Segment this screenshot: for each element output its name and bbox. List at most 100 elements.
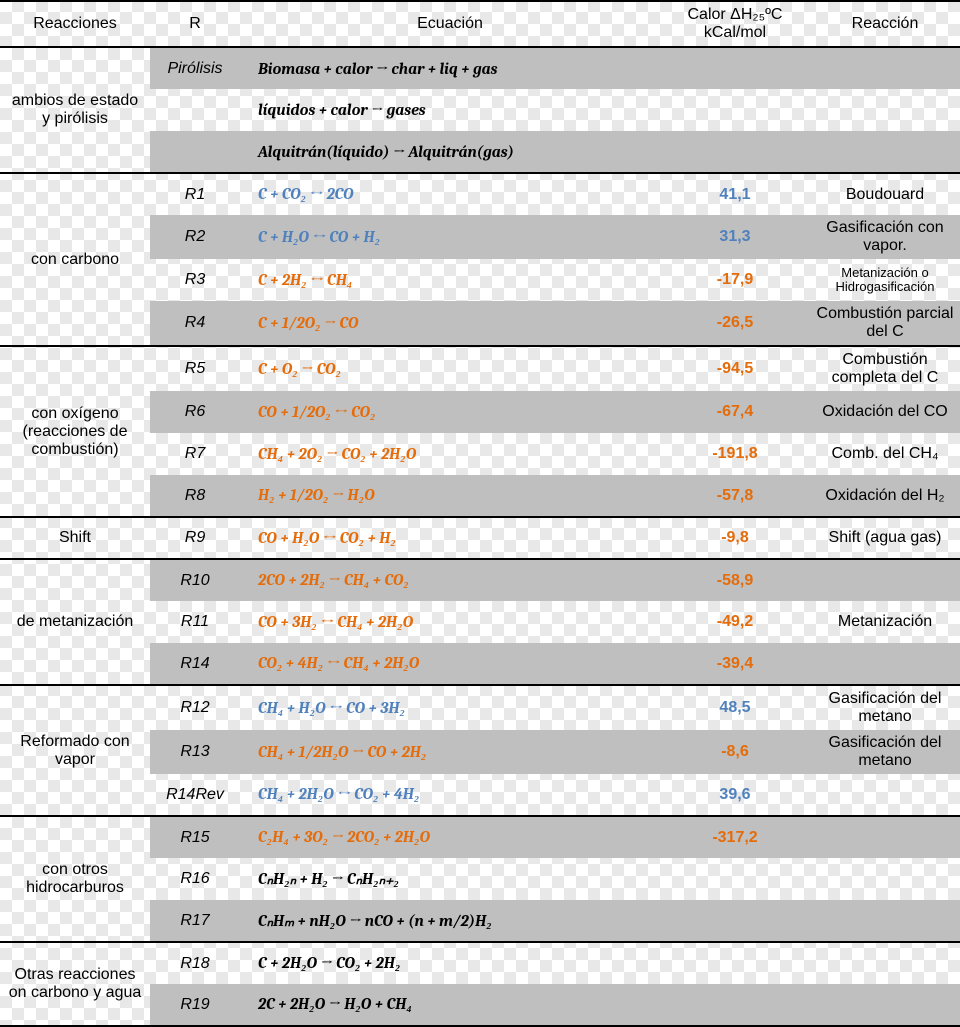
reaction-id: R2 <box>150 215 240 259</box>
col-reaccion: Reacción <box>810 1 960 47</box>
group-title: con otros hidrocarburos <box>0 816 150 942</box>
group-title: Reformado con vapor <box>0 685 150 816</box>
group-title: Shift <box>0 517 150 559</box>
heat-value: -39,4 <box>660 643 810 685</box>
reaction-name: Boudouard <box>810 173 960 215</box>
reaction-name: Gasificación con vapor. <box>810 215 960 259</box>
col-ecuacion: Ecuación <box>240 1 660 47</box>
equation: CO₂ + 4H₂ ↔ CH₄ + 2H₂O <box>240 643 660 685</box>
reaction-name <box>810 816 960 858</box>
table-row: con oxígeno (reacciones de combustión)R5… <box>0 346 960 391</box>
group-title: ambios de estado y pirólisis <box>0 47 150 173</box>
reaction-id: R19 <box>150 984 240 1026</box>
heat-value <box>660 858 810 900</box>
reaction-id: R16 <box>150 858 240 900</box>
reaction-id: R6 <box>150 391 240 433</box>
reaction-name: Combustión completa del C <box>810 346 960 391</box>
reaction-id: R14Rev <box>150 774 240 816</box>
reaction-id: R8 <box>150 475 240 517</box>
equation: 2CO + 2H₂ → CH₄ + CO₂ <box>240 559 660 601</box>
reaction-id: R14 <box>150 643 240 685</box>
reaction-id: R10 <box>150 559 240 601</box>
heat-value <box>660 131 810 173</box>
reaction-name: Oxidación del H₂ <box>810 475 960 517</box>
table-body: ambios de estado y pirólisisPirólisisBio… <box>0 47 960 1026</box>
reaction-id <box>150 89 240 131</box>
heat-value: 39,6 <box>660 774 810 816</box>
reaction-id <box>150 131 240 173</box>
reaction-name: Oxidación del CO <box>810 391 960 433</box>
reaction-id: R9 <box>150 517 240 559</box>
reaction-name: Gasificación del metano <box>810 730 960 774</box>
table-row: ShiftR9CO + H₂O ↔ CO₂ + H₂-9,8Shift (agu… <box>0 517 960 559</box>
equation: CO + 3H₂ ↔ CH₄ + 2H₂O <box>240 601 660 643</box>
heat-value <box>660 89 810 131</box>
reaction-id: R15 <box>150 816 240 858</box>
equation: C + 2H₂ ↔ CH₄ <box>240 259 660 301</box>
heat-value: -94,5 <box>660 346 810 391</box>
reaction-name <box>810 984 960 1026</box>
equation: CH₄ + H₂O ↔ CO + 3H₂ <box>240 685 660 730</box>
equation: C + H₂O ↔ CO + H₂ <box>240 215 660 259</box>
equation: CₙH₂ₙ + H₂ → CₙH₂ₙ₊₂ <box>240 858 660 900</box>
heat-value: -9,8 <box>660 517 810 559</box>
reaction-id: R4 <box>150 301 240 346</box>
reaction-name: Combustión parcial del C <box>810 301 960 346</box>
group-title: de metanización <box>0 559 150 685</box>
reaction-name <box>810 131 960 173</box>
reaction-name <box>810 47 960 89</box>
equation: CH₄ + 1/2H₂O → CO + 2H₂ <box>240 730 660 774</box>
equation: CO + 1/2O₂ ↔ CO₂ <box>240 391 660 433</box>
table-row: con carbonoR1C + CO₂ ↔ 2CO41,1Boudouard <box>0 173 960 215</box>
reaction-id: Pirólisis <box>150 47 240 89</box>
equation: C₂H₄ + 3O₂ → 2CO₂ + 2H₂O <box>240 816 660 858</box>
heat-value: -191,8 <box>660 433 810 475</box>
table-row: Otras reacciones on carbono y aguaR18C +… <box>0 942 960 984</box>
reaction-id: R5 <box>150 346 240 391</box>
equation: Biomasa + calor → char + liq + gas <box>240 47 660 89</box>
heat-value <box>660 984 810 1026</box>
reaction-id: R7 <box>150 433 240 475</box>
table-row: ambios de estado y pirólisisPirólisisBio… <box>0 47 960 89</box>
equation: C + O₂ → CO₂ <box>240 346 660 391</box>
group-title: con oxígeno (reacciones de combustión) <box>0 346 150 517</box>
heat-value: -8,6 <box>660 730 810 774</box>
reaction-id: R3 <box>150 259 240 301</box>
equation: CH₄ + 2O₂ → CO₂ + 2H₂O <box>240 433 660 475</box>
heat-value <box>660 942 810 984</box>
equation: CH₄ + 2H₂O ↔ CO₂ + 4H₂ <box>240 774 660 816</box>
reaction-name <box>810 942 960 984</box>
heat-value: -58,9 <box>660 559 810 601</box>
heat-value: -57,8 <box>660 475 810 517</box>
reaction-name <box>810 900 960 942</box>
heat-value: -67,4 <box>660 391 810 433</box>
reaction-name: Shift (agua gas) <box>810 517 960 559</box>
heat-value: -49,2 <box>660 601 810 643</box>
col-calor: Calor ΔH₂₅ºC kCal/mol <box>660 1 810 47</box>
equation: H₂ + 1/2O₂ → H₂O <box>240 475 660 517</box>
heat-value: -17,9 <box>660 259 810 301</box>
reaction-name: Comb. del CH₄ <box>810 433 960 475</box>
reaction-name <box>810 559 960 601</box>
equation: 2C + 2H₂O → H₂O + CH₄ <box>240 984 660 1026</box>
reaction-name <box>810 643 960 685</box>
col-r: R <box>150 1 240 47</box>
reaction-name: Metanización o Hidrogasificación <box>810 259 960 301</box>
reactions-table: Reacciones R Ecuación Calor ΔH₂₅ºC kCal/… <box>0 0 960 1027</box>
table-row: Reformado con vaporR12CH₄ + H₂O ↔ CO + 3… <box>0 685 960 730</box>
heat-value: 31,3 <box>660 215 810 259</box>
reaction-id: R1 <box>150 173 240 215</box>
reaction-id: R13 <box>150 730 240 774</box>
equation: líquidos + calor → gases <box>240 89 660 131</box>
equation: Alquitrán(líquido) → Alquitrán(gas) <box>240 131 660 173</box>
reaction-name: Metanización <box>810 601 960 643</box>
reaction-name: Gasificación del metano <box>810 685 960 730</box>
heat-value <box>660 900 810 942</box>
heat-value: -317,2 <box>660 816 810 858</box>
equation: CO + H₂O ↔ CO₂ + H₂ <box>240 517 660 559</box>
reaction-id: R18 <box>150 942 240 984</box>
reaction-name <box>810 774 960 816</box>
heat-value: -26,5 <box>660 301 810 346</box>
heat-value: 48,5 <box>660 685 810 730</box>
equation: C + 1/2O₂ → CO <box>240 301 660 346</box>
